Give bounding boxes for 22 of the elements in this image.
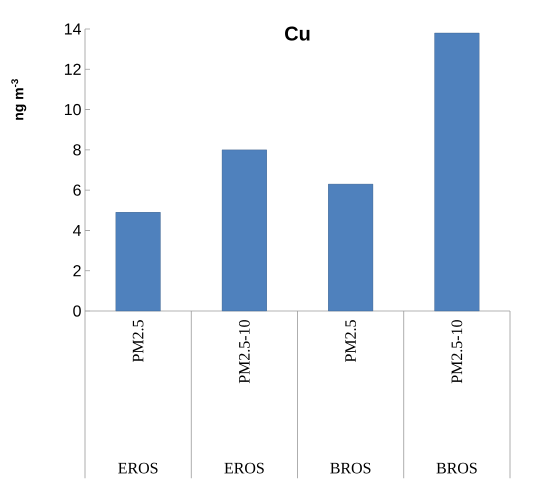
bar — [116, 212, 161, 312]
y-tick-label: 12 — [64, 64, 81, 75]
x-tick-label: PM2.5-10 — [451, 320, 462, 384]
bar — [328, 184, 374, 312]
x-tick-label: PM2.5 — [345, 320, 356, 362]
y-tick-label: 0 — [73, 305, 81, 317]
y-tick-label: 4 — [72, 224, 82, 236]
y-tick-label: 6 — [73, 184, 81, 196]
y-tick-label: 2 — [73, 265, 81, 276]
text: EROS — [118, 462, 158, 474]
chart-title: Cu — [285, 26, 310, 41]
text: EROS — [224, 462, 264, 474]
bar — [222, 150, 267, 312]
y-tick-label: 14 — [64, 24, 82, 34]
x-tick-label: PM2.5 — [132, 320, 144, 362]
text: BROS — [330, 462, 370, 474]
y-tick-label: 10 — [64, 104, 81, 116]
bar — [434, 32, 480, 312]
text: BROS — [436, 462, 477, 474]
y-tick-label: 8 — [73, 144, 81, 156]
x-tick-label: PM2.5-10 — [238, 320, 250, 384]
y-axis-title: ng m$^{-3}$ — [11, 79, 26, 120]
